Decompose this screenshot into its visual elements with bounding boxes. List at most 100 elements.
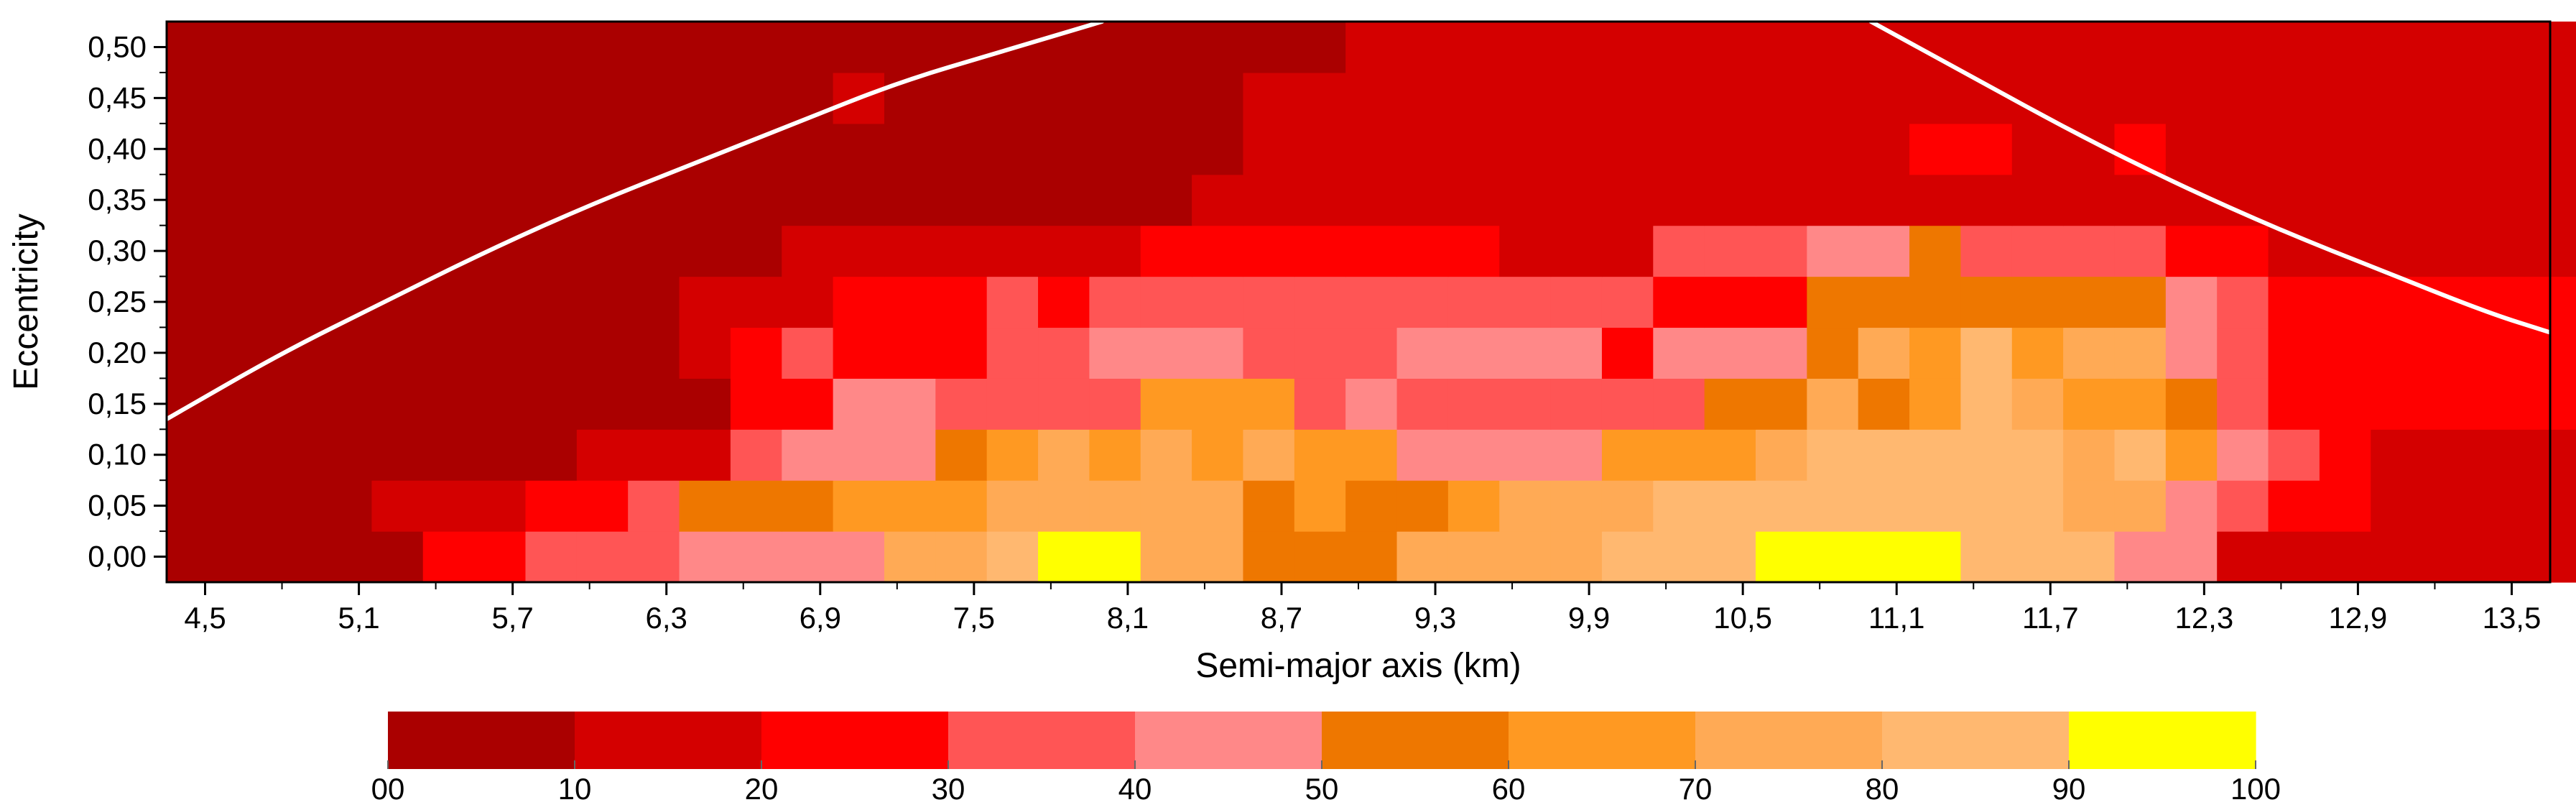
heatmap-cell: [1396, 531, 1449, 583]
heatmap-cell: [422, 123, 475, 175]
heatmap-cell: [1140, 276, 1192, 328]
heatmap-cell: [525, 378, 578, 430]
heatmap-cell: [1499, 123, 1552, 175]
heatmap-cell: [1756, 531, 1807, 583]
heatmap-cell: [2165, 531, 2218, 583]
heatmap-cell: [833, 174, 885, 226]
heatmap-cell: [525, 72, 578, 124]
heatmap-cell: [474, 480, 527, 532]
heatmap-cell: [1550, 429, 1603, 481]
heatmap-cell: [1653, 378, 1705, 430]
heatmap-cell: [1192, 225, 1244, 277]
heatmap-cell: [1909, 225, 1962, 277]
heatmap-cell: [2422, 531, 2474, 583]
heatmap-cell: [422, 378, 475, 430]
heatmap-cell: [1601, 72, 1654, 124]
heatmap-cell: [628, 276, 680, 328]
heatmap-cell: [2422, 225, 2474, 277]
heatmap-cell: [1704, 327, 1756, 379]
y-axis-ticks: 0,00 0,05 0,10 0,15 0,20 0,25 0,30 0,35 0,40 0,45…: [88, 29, 167, 574]
heatmap-cell: [1447, 174, 1500, 226]
colorbar-label: 100: [2230, 772, 2281, 806]
heatmap-cell: [1960, 327, 2013, 379]
heatmap-cell: [1960, 429, 2013, 481]
heatmap-cell: [782, 72, 834, 124]
heatmap-cell: [2114, 225, 2167, 277]
heatmap-cell: [2371, 429, 2423, 481]
heatmap-cell: [1653, 327, 1705, 379]
heatmap-cell: [1038, 378, 1090, 430]
heatmap-cell: [1243, 174, 1295, 226]
heatmap-cell: [2217, 378, 2269, 430]
heatmap-cell: [1858, 480, 1910, 532]
heatmap-cell: [628, 429, 680, 481]
heatmap-cell: [628, 72, 680, 124]
heatmap-cell: [167, 123, 218, 175]
x-tick-label: 12,9: [2329, 601, 2388, 635]
heatmap-cell: [576, 72, 629, 124]
x-tick-label: 11,1: [1868, 601, 1925, 635]
heatmap-cell: [576, 480, 629, 532]
y-axis-title: Eccentricity: [7, 213, 45, 390]
heatmap-cell: [1243, 22, 1295, 73]
heatmap-cell: [986, 174, 1039, 226]
heatmap-cell: [730, 378, 782, 430]
heatmap-cell: [2473, 123, 2525, 175]
colorbar-segment: [1882, 712, 2070, 769]
heatmap-cell: [1038, 276, 1090, 328]
heatmap-cell: [1960, 480, 2013, 532]
heatmap-cell: [1089, 174, 1141, 226]
heatmap-cell: [320, 378, 373, 430]
heatmap-cell: [269, 327, 321, 379]
heatmap-cell: [935, 276, 988, 328]
heatmap-cell: [833, 429, 885, 481]
heatmap-cell: [1396, 174, 1449, 226]
heatmap-cell: [1192, 174, 1244, 226]
heatmap-cell: [167, 531, 218, 583]
heatmap-cell: [2319, 378, 2371, 430]
heatmap-cell: [2011, 531, 2064, 583]
heatmap-cell: [422, 22, 475, 73]
heatmap-cell: [1960, 72, 2013, 124]
heatmap-cell: [2217, 174, 2269, 226]
heatmap-cell: [269, 225, 321, 277]
heatmap-cell: [1499, 225, 1552, 277]
colorbar: [388, 712, 2256, 769]
boundary-curves: [167, 22, 2550, 422]
heatmap-cell: [1396, 429, 1449, 481]
heatmap-cell: [525, 174, 578, 226]
heatmap-cell: [2319, 72, 2371, 124]
heatmap-cell: [986, 327, 1039, 379]
heatmap-cell: [1192, 429, 1244, 481]
heatmap-cell: [1550, 22, 1603, 73]
x-axis-ticks: 4,5 5,1 5,7 6,3 6,9 7,5 8,1 8,7 9,3 9,9 10,5 11,1 11…: [184, 582, 2541, 635]
heatmap-cell: [474, 72, 527, 124]
y-tick-label: 0,35: [88, 183, 147, 216]
heatmap-cell: [320, 531, 373, 583]
heatmap-cell: [2371, 123, 2423, 175]
heatmap-cell: [2319, 327, 2371, 379]
heatmap-cell: [986, 225, 1039, 277]
heatmap-cell: [1140, 225, 1192, 277]
heatmap-cell: [2319, 276, 2371, 328]
heatmap-cell: [1704, 22, 1756, 73]
heatmap-cell: [1704, 480, 1756, 532]
heatmap-cell: [320, 123, 373, 175]
heatmap-cell: [2217, 327, 2269, 379]
heatmap-cell: [576, 225, 629, 277]
heatmap-cell: [884, 378, 936, 430]
heatmap-cell: [833, 22, 885, 73]
heatmap-cell: [2217, 72, 2269, 124]
heatmap-cell: [1858, 225, 1910, 277]
heatmap-cell: [1243, 72, 1295, 124]
heatmap-cell: [2473, 429, 2525, 481]
heatmap-cell: [1396, 123, 1449, 175]
heatmap-cell: [1140, 22, 1192, 73]
heatmap-cell: [628, 123, 680, 175]
heatmap-cell: [2268, 72, 2320, 124]
heatmap-cell: [1807, 22, 1859, 73]
heatmap-cell: [1243, 531, 1295, 583]
heatmap-cell: [1653, 174, 1705, 226]
heatmap-cell: [1396, 225, 1449, 277]
y-tick-label: 0,30: [88, 234, 147, 267]
